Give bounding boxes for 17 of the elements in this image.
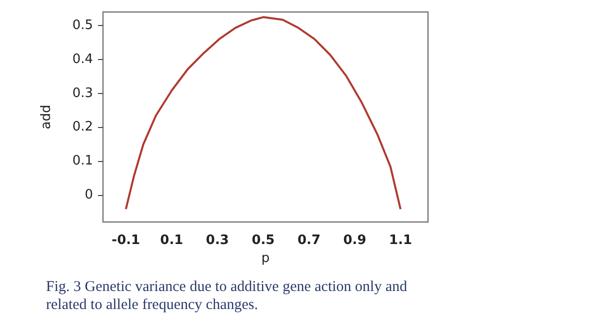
x-tick-label: 1.1 bbox=[389, 233, 412, 248]
x-tick-label: 0.9 bbox=[343, 233, 366, 248]
x-axis-title: p bbox=[261, 250, 270, 266]
y-tick-label: 0.4 bbox=[72, 52, 93, 67]
x-tick-label: -0.1 bbox=[112, 233, 140, 248]
y-tick-label: 0.5 bbox=[72, 18, 93, 34]
y-tick-label: 0.1 bbox=[72, 154, 93, 169]
line-series bbox=[124, 16, 402, 210]
y-tick-label: 0.3 bbox=[72, 86, 93, 101]
y-tick-label: 0 bbox=[84, 187, 93, 202]
x-tick-label: 0.7 bbox=[297, 233, 320, 248]
x-tick-label: 0.3 bbox=[206, 233, 229, 248]
y-axis-title: add bbox=[39, 104, 54, 130]
caption: Fig. 3 Genetic variance due to additive gene action only and related to allele frequency changes. bbox=[46, 279, 411, 313]
x-tick-label: 0.1 bbox=[160, 233, 184, 248]
y-tick-label: 0.2 bbox=[72, 120, 93, 135]
x-tick-label: 0.5 bbox=[252, 233, 275, 248]
